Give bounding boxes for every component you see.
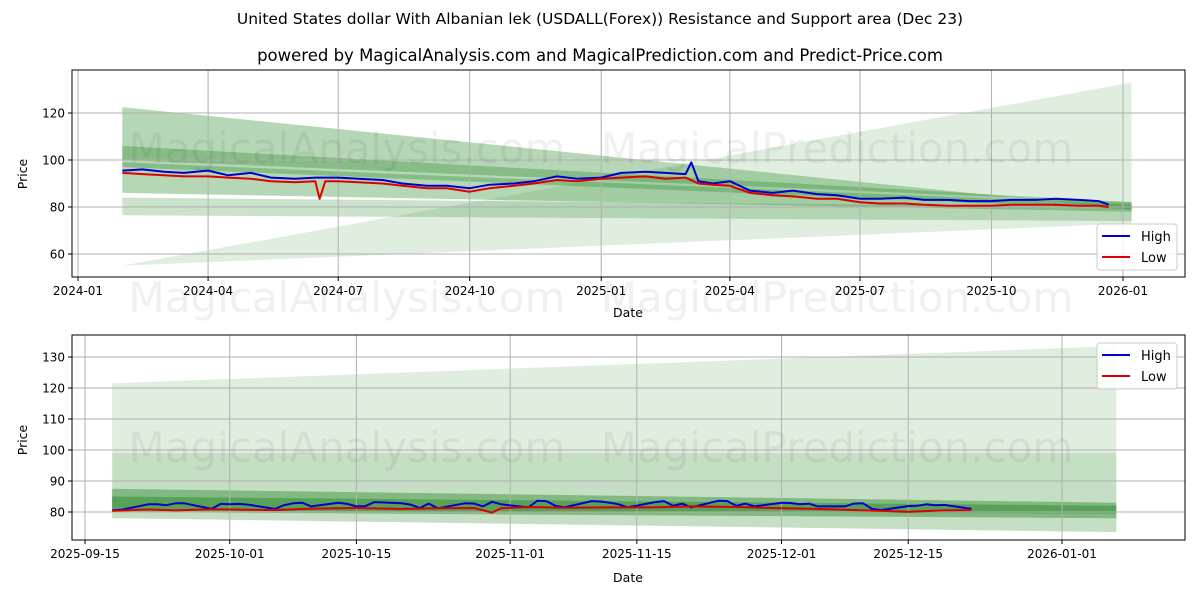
bottom-zoomed-price-chart: MagicalAnalysis.com MagicalPrediction.com…: [15, 334, 1186, 585]
watermark-text: MagicalAnalysis.com: [129, 273, 566, 322]
legend-label-low: Low: [1141, 370, 1167, 385]
x-tick-label: 2025-10: [966, 284, 1016, 298]
x-tick-label: 2024-07: [313, 284, 363, 298]
y-axis-ticks: 80 90 100 110 120 130: [42, 351, 72, 520]
x-tick-label: 2025-12-15: [873, 547, 943, 561]
x-tick-label: 2025-04: [705, 284, 755, 298]
axes-frame: [71, 69, 1186, 278]
watermark-text: MagicalAnalysis.com: [129, 423, 566, 472]
chart-subtitle: powered by MagicalAnalysis.com and Magic…: [257, 46, 943, 65]
y-tick-label: 100: [42, 154, 65, 168]
y-tick-label: 100: [42, 444, 65, 458]
y-tick-label: 130: [42, 351, 65, 365]
x-tick-label: 2025-12-01: [747, 547, 817, 561]
x-tick-label: 2026-01: [1098, 284, 1148, 298]
watermark: MagicalAnalysis.com MagicalPrediction.com: [129, 423, 1074, 472]
band-upper-resistance: [122, 107, 1132, 210]
top-price-chart: MagicalAnalysis.com MagicalPrediction.com…: [15, 69, 1186, 322]
y-tick-label: 80: [50, 506, 65, 520]
y-axis-label: Price: [15, 424, 30, 455]
y-tick-label: 60: [50, 248, 65, 262]
x-tick-label: 2024-10: [445, 284, 495, 298]
legend: High Low: [1096, 223, 1178, 271]
x-tick-label: 2025-07: [835, 284, 885, 298]
support-resistance-bands: [122, 82, 1132, 266]
series-low-line: [112, 505, 972, 514]
price-lines: [122, 161, 1110, 208]
watermark: MagicalAnalysis.com MagicalPrediction.com…: [129, 124, 1074, 322]
watermark-text: MagicalAnalysis.com: [129, 124, 566, 173]
y-axis-label: Price: [15, 158, 30, 189]
band-outer-wide: [122, 82, 1132, 266]
x-tick-label: 2025-01: [576, 284, 626, 298]
legend: High Low: [1096, 342, 1178, 390]
x-axis-ticks: 2025-09-15 2025-10-01 2025-10-15 2025-11-01…: [50, 540, 1097, 561]
axes-frame: [71, 334, 1186, 541]
x-tick-label: 2024-04: [183, 284, 233, 298]
series-high-line: [122, 161, 1110, 206]
x-axis-label: Date: [613, 570, 643, 585]
band-support: [122, 197, 1132, 222]
band-outer-wide: [112, 346, 1117, 533]
x-axis-label: Date: [613, 305, 643, 320]
y-axis-ticks: 60 80 100 120: [42, 107, 72, 262]
y-tick-label: 120: [42, 382, 65, 396]
price-lines: [112, 499, 972, 514]
legend-label-high: High: [1141, 349, 1171, 364]
chart-title: United States dollar With Albanian lek (…: [236, 10, 964, 28]
y-tick-label: 80: [50, 201, 65, 215]
x-tick-label: 2025-09-15: [50, 547, 120, 561]
x-tick-label: 2025-10-15: [322, 547, 392, 561]
y-tick-label: 110: [42, 413, 65, 427]
x-tick-label: 2025-10-01: [195, 547, 265, 561]
x-tick-label: 2026-01-01: [1027, 547, 1097, 561]
y-tick-label: 120: [42, 107, 65, 121]
x-tick-label: 2025-11-01: [475, 547, 545, 561]
x-axis-ticks: 2024-01 2024-04 2024-07 2024-10 2025-01 2025-…: [53, 277, 1148, 298]
series-high-line: [112, 499, 972, 512]
legend-label-high: High: [1141, 230, 1171, 245]
y-tick-label: 90: [50, 475, 65, 489]
series-low-line: [122, 171, 1109, 208]
watermark-text: MagicalPrediction.com: [601, 273, 1074, 322]
watermark-text: MagicalPrediction.com: [601, 124, 1074, 173]
legend-label-low: Low: [1141, 251, 1167, 266]
band-core: [112, 496, 1117, 514]
grid-lines: [72, 335, 1185, 540]
x-tick-label: 2024-01: [53, 284, 103, 298]
x-tick-label: 2025-11-15: [602, 547, 672, 561]
watermark-text: MagicalPrediction.com: [601, 423, 1074, 472]
